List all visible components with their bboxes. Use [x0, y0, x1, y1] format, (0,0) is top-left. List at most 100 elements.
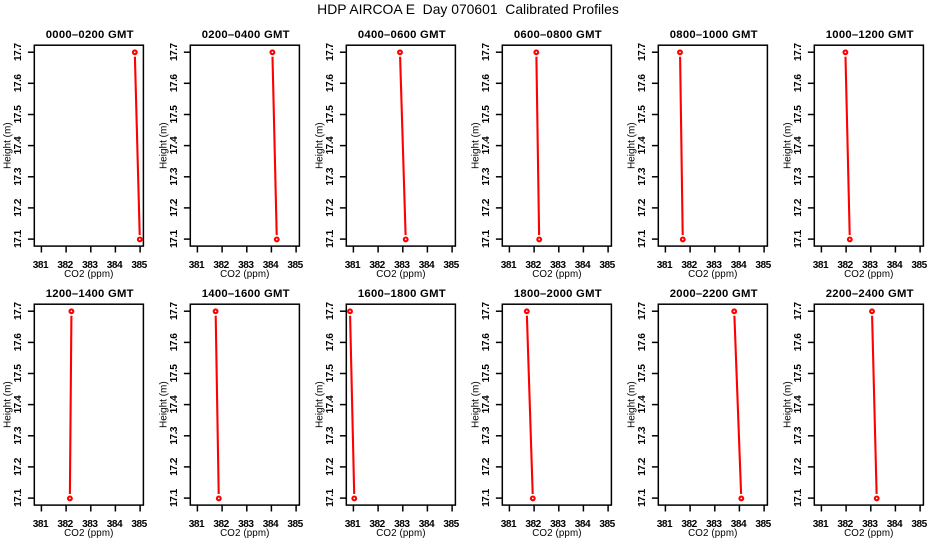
svg-text:381: 381: [657, 519, 673, 530]
svg-text:384: 384: [263, 260, 279, 271]
svg-text:384: 384: [263, 519, 279, 530]
svg-text:17.4: 17.4: [793, 136, 804, 155]
svg-text:17.6: 17.6: [13, 74, 24, 93]
svg-text:17.1: 17.1: [637, 488, 648, 507]
svg-text:17.3: 17.3: [169, 167, 180, 186]
svg-text:CO2 (ppm): CO2 (ppm): [688, 269, 737, 280]
svg-text:384: 384: [107, 519, 123, 530]
svg-text:Height (m): Height (m): [626, 381, 637, 428]
svg-text:17.3: 17.3: [325, 426, 336, 445]
svg-text:17.1: 17.1: [169, 229, 180, 248]
svg-text:17.6: 17.6: [637, 333, 648, 352]
svg-text:17.3: 17.3: [13, 167, 24, 186]
svg-text:383: 383: [238, 519, 254, 530]
svg-text:17.5: 17.5: [637, 364, 648, 383]
svg-text:385: 385: [755, 260, 771, 271]
svg-text:385: 385: [911, 519, 927, 530]
svg-text:17.5: 17.5: [325, 105, 336, 124]
svg-text:385: 385: [287, 519, 303, 530]
svg-text:17.6: 17.6: [481, 74, 492, 93]
svg-text:17.4: 17.4: [325, 136, 336, 155]
svg-text:17.4: 17.4: [169, 136, 180, 155]
svg-text:1200–1400 GMT: 1200–1400 GMT: [46, 288, 134, 300]
svg-text:HDP AIRCOA E Day 070601 Cali: HDP AIRCOA E Day 070601 Calibrated Profi…: [317, 1, 619, 17]
svg-text:381: 381: [813, 519, 829, 530]
svg-text:17.7: 17.7: [169, 42, 180, 61]
svg-text:17.7: 17.7: [13, 301, 24, 320]
svg-text:17.1: 17.1: [13, 488, 24, 507]
svg-text:381: 381: [189, 260, 205, 271]
svg-text:Height (m): Height (m): [626, 122, 637, 169]
svg-text:CO2 (ppm): CO2 (ppm): [220, 269, 269, 280]
svg-text:CO2 (ppm): CO2 (ppm): [688, 528, 737, 539]
svg-text:CO2 (ppm): CO2 (ppm): [220, 528, 269, 539]
svg-text:17.5: 17.5: [13, 364, 24, 383]
svg-text:384: 384: [731, 260, 747, 271]
svg-text:Height (m): Height (m): [470, 122, 481, 169]
svg-text:17.2: 17.2: [169, 198, 180, 217]
svg-text:384: 384: [575, 519, 591, 530]
svg-text:383: 383: [706, 519, 722, 530]
svg-text:17.4: 17.4: [637, 136, 648, 155]
svg-text:CO2 (ppm): CO2 (ppm): [64, 528, 113, 539]
svg-text:1400–1600 GMT: 1400–1600 GMT: [202, 288, 290, 300]
svg-text:382: 382: [369, 519, 385, 530]
svg-text:17.4: 17.4: [13, 395, 24, 414]
svg-text:384: 384: [419, 519, 435, 530]
svg-text:382: 382: [837, 260, 853, 271]
svg-text:381: 381: [33, 260, 49, 271]
svg-text:382: 382: [213, 260, 229, 271]
svg-text:17.2: 17.2: [13, 457, 24, 476]
svg-text:17.3: 17.3: [637, 167, 648, 186]
svg-text:17.4: 17.4: [481, 395, 492, 414]
svg-text:382: 382: [57, 519, 73, 530]
svg-text:17.5: 17.5: [481, 105, 492, 124]
svg-text:17.2: 17.2: [637, 457, 648, 476]
svg-text:381: 381: [345, 260, 361, 271]
svg-text:0800–1000 GMT: 0800–1000 GMT: [670, 29, 758, 41]
svg-text:17.7: 17.7: [637, 301, 648, 320]
svg-text:17.4: 17.4: [13, 136, 24, 155]
svg-text:CO2 (ppm): CO2 (ppm): [844, 269, 893, 280]
svg-text:17.2: 17.2: [481, 198, 492, 217]
svg-text:17.7: 17.7: [481, 42, 492, 61]
svg-text:17.4: 17.4: [793, 395, 804, 414]
svg-text:17.3: 17.3: [481, 167, 492, 186]
svg-text:17.1: 17.1: [637, 229, 648, 248]
svg-text:17.2: 17.2: [793, 457, 804, 476]
svg-text:384: 384: [887, 260, 903, 271]
svg-text:17.7: 17.7: [325, 42, 336, 61]
svg-text:382: 382: [681, 260, 697, 271]
svg-text:2200–2400 GMT: 2200–2400 GMT: [826, 288, 914, 300]
svg-text:17.5: 17.5: [793, 105, 804, 124]
svg-text:382: 382: [369, 260, 385, 271]
svg-text:17.7: 17.7: [13, 42, 24, 61]
svg-text:17.2: 17.2: [13, 198, 24, 217]
svg-text:17.6: 17.6: [637, 74, 648, 93]
svg-text:17.1: 17.1: [169, 488, 180, 507]
svg-text:17.5: 17.5: [325, 364, 336, 383]
svg-text:381: 381: [189, 519, 205, 530]
svg-text:383: 383: [550, 519, 566, 530]
svg-text:383: 383: [394, 260, 410, 271]
svg-text:381: 381: [345, 519, 361, 530]
svg-text:384: 384: [107, 260, 123, 271]
svg-text:383: 383: [238, 260, 254, 271]
svg-text:385: 385: [443, 260, 459, 271]
svg-text:382: 382: [525, 260, 541, 271]
svg-text:Height (m): Height (m): [470, 381, 481, 428]
svg-text:CO2 (ppm): CO2 (ppm): [376, 269, 425, 280]
svg-text:CO2 (ppm): CO2 (ppm): [376, 528, 425, 539]
svg-text:385: 385: [911, 260, 927, 271]
svg-text:17.6: 17.6: [169, 333, 180, 352]
svg-text:17.5: 17.5: [13, 105, 24, 124]
svg-text:17.3: 17.3: [481, 426, 492, 445]
svg-text:17.5: 17.5: [169, 364, 180, 383]
svg-text:382: 382: [525, 519, 541, 530]
svg-text:1000–1200 GMT: 1000–1200 GMT: [826, 29, 914, 41]
svg-text:17.1: 17.1: [481, 229, 492, 248]
svg-text:384: 384: [419, 260, 435, 271]
svg-text:CO2 (ppm): CO2 (ppm): [844, 528, 893, 539]
svg-text:17.6: 17.6: [793, 74, 804, 93]
svg-text:17.5: 17.5: [793, 364, 804, 383]
